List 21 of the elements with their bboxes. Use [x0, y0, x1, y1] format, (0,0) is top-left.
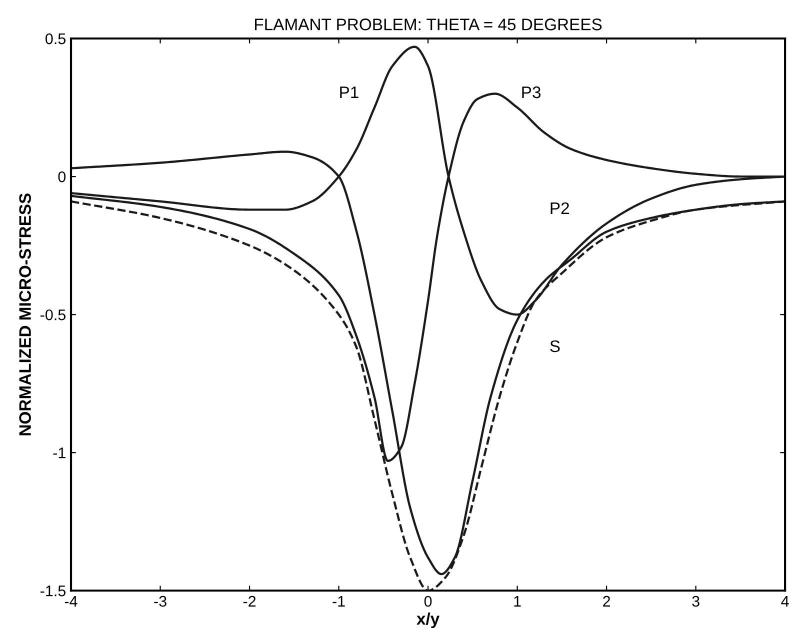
chart-title: FLAMANT PROBLEM: THETA = 45 DEGREES — [255, 18, 602, 30]
y-tick-label: -1 — [53, 448, 66, 458]
annotation: P1 — [340, 86, 358, 98]
x-tick-label: 2 — [603, 596, 610, 607]
x-tick-label: 1 — [514, 596, 521, 607]
y-tick-label: 0.5 — [46, 33, 66, 44]
annotation: S — [550, 340, 560, 352]
annotation: P3 — [522, 86, 541, 98]
y-tick-label: -1.5 — [40, 586, 66, 596]
y-axis-title: NORMALIZED MICRO-STRESS — [19, 193, 31, 436]
annotation: P2 — [550, 202, 569, 214]
y-tick-label: -0.5 — [40, 309, 66, 320]
x-tick-label: 0 — [424, 596, 432, 607]
x-tick-label: -1 — [332, 596, 345, 607]
x-tick-label: 3 — [692, 596, 700, 607]
y-tick-label: 0 — [58, 171, 66, 182]
x-tick-label: 4 — [781, 596, 789, 607]
x-tick-label: -2 — [243, 596, 256, 607]
x-tick-label: -3 — [154, 596, 166, 607]
x-tick-label: -4 — [64, 596, 78, 607]
x-axis-title: x/y — [416, 612, 440, 628]
